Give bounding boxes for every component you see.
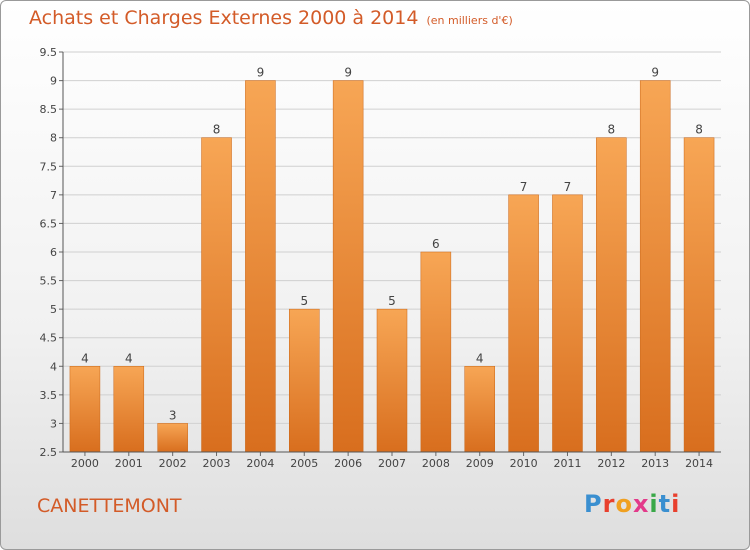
- bar: [157, 423, 188, 453]
- y-tick-label: 9: [50, 75, 57, 88]
- y-tick-label: 4.5: [40, 332, 58, 345]
- y-tick-label: 5: [50, 303, 57, 316]
- logo-letter: r: [602, 490, 616, 518]
- y-tick-label: 7.5: [40, 160, 58, 173]
- y-tick-label: 6: [50, 246, 57, 259]
- logo-letter: o: [615, 490, 633, 518]
- y-tick-label: 2.5: [40, 446, 58, 459]
- x-tick-label: 2013: [641, 457, 669, 470]
- chart-unit: (en milliers d'€): [426, 14, 513, 27]
- chart-title: Achats et Charges Externes 2000 à 2014 (e…: [29, 7, 513, 29]
- y-tick-label: 4: [50, 360, 57, 373]
- axes: [62, 52, 721, 453]
- y-axis-ticks: 2.5 3 3.5 4 4.5 5 5.5 6 6.5 7 7.5 8 8.5 9 9.5: [40, 46, 63, 459]
- bar-value-label: 8: [213, 123, 221, 137]
- bar-value-label: 9: [257, 66, 265, 80]
- x-tick-label: 2002: [159, 457, 187, 470]
- bar-value-label: 6: [432, 237, 440, 251]
- y-tick-label: 3: [50, 417, 57, 430]
- bar-value-label: 4: [125, 351, 133, 365]
- logo-letter: i: [649, 490, 659, 518]
- bar: [508, 194, 539, 453]
- chart-title-text: Achats et Charges Externes 2000 à 2014: [29, 7, 419, 29]
- bar-value-label: 9: [344, 66, 352, 80]
- x-tick-label: 2011: [553, 457, 581, 470]
- logo-letter: P: [584, 490, 603, 518]
- x-tick-label: 2014: [685, 457, 713, 470]
- x-axis-ticks: 2000 2001 2002 2003 2004 2005 2006 2007 2008 2009…: [71, 452, 713, 470]
- bar: [201, 137, 232, 453]
- y-tick-label: 5.5: [40, 275, 58, 288]
- bar-value-label: 9: [651, 66, 659, 80]
- bar-value-label: 5: [300, 294, 308, 308]
- x-tick-label: 2009: [466, 457, 494, 470]
- bar-value-label: 3: [169, 408, 177, 422]
- x-tick-label: 2004: [246, 457, 274, 470]
- y-tick-label: 3.5: [40, 389, 58, 402]
- y-tick-label: 8.5: [40, 103, 58, 116]
- y-tick-label: 8: [50, 132, 57, 145]
- bar-value-label: 4: [476, 351, 484, 365]
- x-tick-label: 2003: [203, 457, 231, 470]
- x-tick-label: 2006: [334, 457, 362, 470]
- x-tick-label: 2010: [510, 457, 538, 470]
- bar-value-label: 7: [564, 180, 572, 194]
- x-tick-label: 2007: [378, 457, 406, 470]
- x-tick-label: 2008: [422, 457, 450, 470]
- bar: [596, 137, 627, 453]
- y-tick-label: 6.5: [40, 217, 58, 230]
- bar: [552, 194, 583, 453]
- bar: [332, 80, 364, 453]
- proxiti-logo: Proxiti: [584, 490, 680, 518]
- bar: [683, 137, 715, 453]
- bar-value-label: 8: [695, 123, 703, 137]
- bar: [464, 366, 495, 453]
- logo-letter: x: [632, 490, 650, 518]
- x-tick-label: 2000: [71, 457, 99, 470]
- x-tick-label: 2005: [290, 457, 318, 470]
- x-tick-label: 2001: [115, 457, 143, 470]
- y-tick-label: 9.5: [40, 46, 58, 59]
- bar-value-label: 7: [520, 180, 528, 194]
- logo-letter: i: [671, 490, 681, 518]
- bar-value-label: 5: [388, 294, 396, 308]
- bar: [376, 308, 408, 453]
- bar-value-label: 8: [608, 123, 616, 137]
- x-tick-label: 2012: [597, 457, 625, 470]
- logo-letter: t: [658, 490, 672, 518]
- y-tick-label: 7: [50, 189, 57, 202]
- bar-value-label: 4: [81, 351, 89, 365]
- bar: [113, 366, 145, 453]
- bar: [69, 366, 101, 453]
- bar: [289, 308, 320, 453]
- bar: [639, 80, 671, 453]
- bars: 4 4 3 8 9 5 9 5 6 4 7 7 8 9 8: [69, 66, 715, 453]
- bar: [420, 251, 452, 453]
- bar: [245, 80, 276, 453]
- commune-name: CANETTEMONT: [37, 495, 182, 517]
